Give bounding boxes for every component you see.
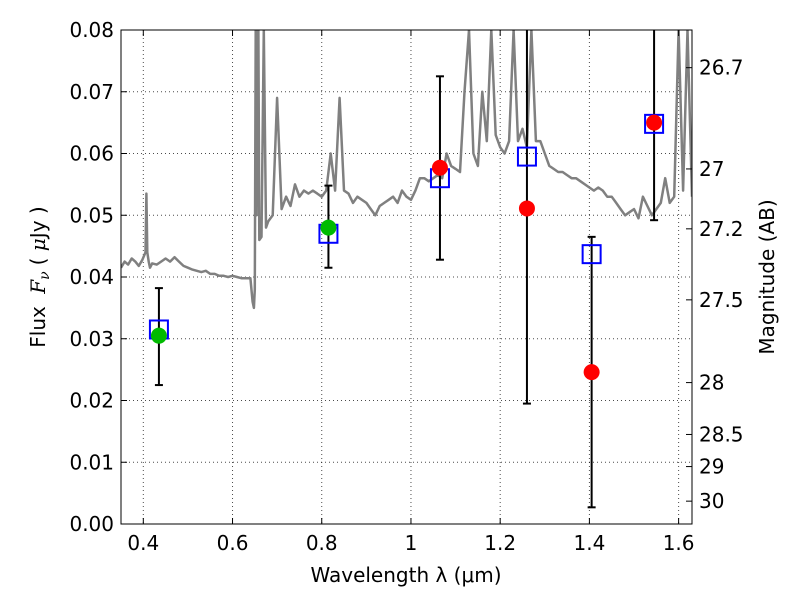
right-tick-label: 30 [699,489,724,513]
model-spectrum-line [121,30,692,310]
y-tick-label: 0.08 [69,18,114,42]
y-tick-label: 0.04 [69,265,114,289]
x-tick-label: 0.6 [217,531,249,555]
y-tick-label: 0.06 [69,142,114,166]
right-tick-label: 28.5 [699,422,744,446]
y-tick-label: 0.03 [69,327,114,351]
red-flux-point [518,200,535,217]
x-tick-label: 1.4 [573,531,605,555]
y-axis-label: Flux Fν( μJy ) [26,206,53,347]
red-flux-point [583,364,600,381]
ticks: 0.4 0.6 0.8 1 1.2 1.4 1.6 0.00 0.01 0.02 0.03 0.04 0… [69,18,743,555]
right-tick-label: 29 [699,455,724,479]
right-tick-label: 27.5 [699,288,744,312]
right-tick-label: 27 [699,157,724,181]
error-bars [148,30,665,509]
right-tick-label: 28 [699,371,724,395]
red-flux-point [431,159,448,176]
x-tick-label: 1.6 [663,531,695,555]
y-tick-label: 0.05 [69,203,114,227]
grid [121,29,692,525]
y-tick-label: 0.07 [69,80,114,104]
x-tick-label: 1 [405,531,418,555]
x-tick-label: 0.4 [127,531,159,555]
red-flux-point [646,114,663,131]
y-axis-right-label: Magnitude (AB) [755,199,779,354]
right-tick-label: 26.7 [699,56,744,80]
y-tick-label: 0.00 [69,512,114,536]
right-tick-label: 27.2 [699,217,744,241]
model-flux-box [581,244,602,265]
model-flux-box [516,146,537,167]
y-tick-label: 0.02 [69,389,114,413]
x-tick-label: 0.8 [306,531,338,555]
green-flux-point [320,219,337,236]
x-axis-label: Wavelength λ (μm) [310,563,501,587]
y-tick-label: 0.01 [69,450,114,474]
plot-frame [120,29,693,525]
plot-area [121,30,692,310]
green-flux-point [150,327,167,344]
x-tick-label: 1.2 [484,531,516,555]
